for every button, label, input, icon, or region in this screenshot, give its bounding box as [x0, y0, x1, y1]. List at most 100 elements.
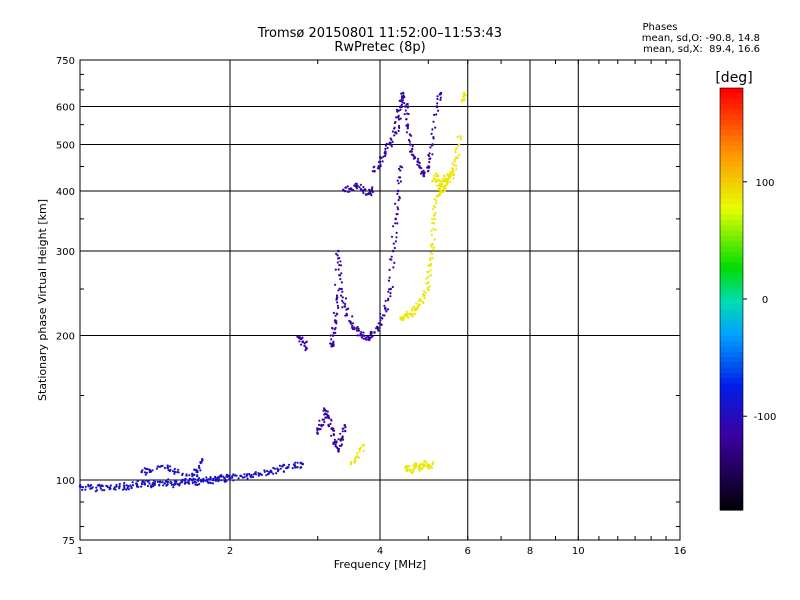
data-point [428, 467, 431, 470]
data-point [191, 479, 194, 482]
data-point [335, 296, 339, 299]
data-point [376, 325, 379, 328]
data-point [436, 97, 439, 101]
data-point [198, 483, 201, 486]
colorbar-segment [720, 473, 743, 479]
colorbar-segment [720, 351, 743, 358]
data-point [345, 186, 348, 189]
data-point [394, 217, 398, 221]
data-point [385, 142, 388, 145]
data-point [429, 258, 432, 261]
colorbar-segment [720, 314, 743, 321]
data-point [402, 317, 405, 320]
data-point [422, 293, 425, 296]
data-point [330, 342, 333, 345]
data-point [118, 487, 121, 490]
data-point [429, 269, 432, 272]
data-point [298, 336, 301, 339]
data-point [352, 189, 355, 192]
colorbar-segment [720, 320, 743, 326]
data-point [340, 443, 343, 446]
data-point [334, 331, 337, 334]
data-point [176, 471, 179, 474]
data-point [103, 489, 106, 492]
data-point [123, 486, 126, 489]
data-point [199, 461, 202, 464]
colorbar-segment [720, 357, 743, 363]
colorbar-segment [720, 335, 743, 342]
data-point [403, 113, 406, 116]
data-point [394, 240, 397, 243]
data-point [330, 344, 334, 348]
data-point [359, 332, 362, 336]
data-point [427, 281, 430, 284]
data-point [178, 484, 181, 487]
data-point [166, 465, 169, 468]
data-point [431, 218, 434, 221]
data-point [451, 172, 455, 175]
data-point [395, 116, 398, 119]
data-point [95, 486, 98, 489]
data-point [341, 290, 344, 293]
data-point [360, 336, 363, 339]
data-point [453, 160, 456, 163]
data-point [396, 213, 399, 216]
data-point [157, 465, 160, 468]
data-point [150, 486, 153, 489]
data-point [457, 144, 460, 147]
data-point [411, 147, 414, 150]
colorbar-segment [720, 409, 743, 416]
data-point [301, 336, 304, 339]
data-point [358, 448, 361, 451]
data-point [358, 450, 361, 453]
data-point [420, 463, 423, 466]
colorbar-segment [720, 420, 743, 427]
data-point [326, 414, 329, 417]
data-point [414, 312, 417, 315]
colorbar-tick-label: -100 [754, 412, 777, 423]
data-point [432, 174, 435, 177]
data-point [370, 332, 373, 335]
data-point [422, 169, 425, 172]
data-point [384, 147, 387, 150]
data-point [432, 208, 435, 211]
data-point [341, 296, 344, 299]
colorbar-segment [720, 446, 743, 453]
data-point [298, 340, 301, 343]
data-point [370, 188, 374, 192]
data-point [384, 306, 387, 310]
data-point [152, 481, 155, 484]
data-point [429, 257, 432, 260]
data-point [400, 103, 403, 106]
colorbar-segment [720, 251, 743, 258]
data-point [439, 191, 442, 194]
data-point [195, 481, 198, 484]
data-point [455, 156, 458, 159]
data-point [464, 93, 467, 97]
data-point [371, 186, 374, 189]
data-point [390, 235, 394, 238]
data-point [338, 287, 341, 290]
data-point [442, 179, 445, 182]
data-point [331, 334, 335, 337]
x-tick-label: 4 [377, 546, 383, 557]
data-point [355, 329, 359, 332]
data-point [267, 472, 270, 475]
data-point [339, 432, 342, 435]
data-point [254, 473, 258, 476]
data-point [362, 337, 365, 340]
data-point [339, 264, 343, 267]
data-point [303, 344, 306, 347]
data-point [321, 418, 324, 421]
data-point [443, 190, 446, 193]
data-point [452, 177, 455, 180]
data-point [361, 444, 365, 447]
colorbar-segment [720, 267, 743, 274]
data-point [392, 225, 395, 228]
data-point [413, 305, 416, 308]
data-point [407, 316, 410, 319]
data-point [89, 483, 93, 487]
data-point [403, 102, 406, 105]
y-tick-label: 200 [56, 332, 75, 343]
data-point [460, 98, 463, 101]
